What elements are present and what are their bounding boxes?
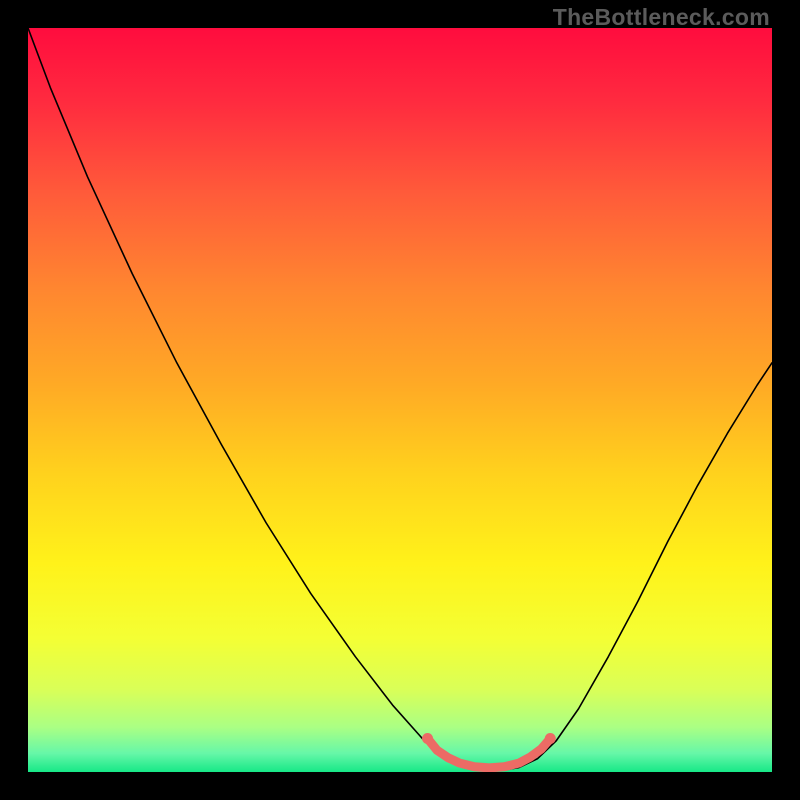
chart-frame: TheBottleneck.com — [0, 0, 800, 800]
gradient-background — [28, 28, 772, 772]
plot-area — [28, 28, 772, 772]
chart-svg — [28, 28, 772, 772]
highlight-end-dot-left — [422, 733, 433, 744]
highlight-end-dot-right — [545, 733, 556, 744]
watermark-text: TheBottleneck.com — [553, 4, 770, 31]
